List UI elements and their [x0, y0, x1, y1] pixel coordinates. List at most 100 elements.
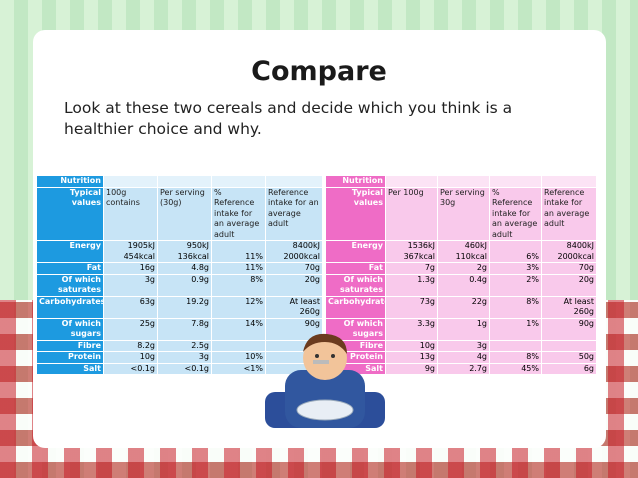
- caption: Nutrition: [325, 175, 386, 188]
- nutrient-label: Fat: [36, 262, 104, 275]
- value-cell: 4.8g: [157, 262, 212, 275]
- empty-cell: [489, 175, 542, 188]
- value-cell: 19.2g: [157, 295, 212, 319]
- value-cell: 6g: [541, 362, 597, 375]
- value-cell: 2g: [437, 262, 490, 275]
- value-cell: 20g: [265, 273, 323, 297]
- nutrient-label: Of which saturates: [36, 273, 104, 297]
- value-cell: 14%: [211, 317, 266, 341]
- value-cell: <0.1g: [103, 362, 158, 375]
- value-cell: 8.2g: [103, 339, 158, 352]
- value-cell: 460kJ 110kcal: [437, 240, 490, 263]
- nutrient-label: Energy: [36, 240, 104, 263]
- value-cell: 11%: [211, 240, 266, 263]
- value-cell: 2%: [489, 273, 542, 297]
- value-cell: 2.7g: [437, 362, 490, 375]
- value-cell: [541, 339, 597, 352]
- value-cell: 8%: [489, 351, 542, 364]
- value-cell: <1%: [211, 362, 266, 375]
- value-cell: 3g: [157, 351, 212, 364]
- value-cell: 70g: [541, 262, 597, 275]
- nutrient-row: Fat 7g 2g 3% 70g: [325, 262, 597, 275]
- eye: [331, 354, 335, 358]
- nutrient-row: Of which saturates 3g 0.9g 8% 20g: [36, 273, 323, 297]
- nutrition-table: Nutrition Typical values Per 100g Per servi…: [325, 175, 597, 375]
- value-cell: 1.3g: [385, 273, 438, 297]
- empty-cell: [437, 175, 490, 188]
- value-cell: 1536kJ 367kcal: [385, 240, 438, 263]
- header-cell: 100g contains: [103, 186, 158, 241]
- value-cell: 8%: [211, 273, 266, 297]
- value-cell: 13g: [385, 351, 438, 364]
- empty-cell: [211, 175, 266, 188]
- value-cell: 70g: [265, 262, 323, 275]
- value-cell: 8400kJ 2000kcal: [541, 240, 597, 263]
- header-cell: Typical values: [325, 186, 386, 241]
- value-cell: <0.1g: [157, 362, 212, 375]
- header-cell: % Reference intake for an average adult: [489, 186, 542, 241]
- value-cell: 12%: [211, 295, 266, 319]
- value-cell: 90g: [541, 317, 597, 341]
- nutrient-label: Of which sugars: [325, 317, 386, 341]
- value-cell: 6%: [489, 240, 542, 263]
- header-cell: Per 100g: [385, 186, 438, 241]
- value-cell: 20g: [541, 273, 597, 297]
- bowl: [296, 399, 354, 421]
- boy-illustration: [265, 333, 385, 428]
- nutrient-row: Of which saturates 1.3g 0.4g 2% 20g: [325, 273, 597, 297]
- value-cell: 2.5g: [157, 339, 212, 352]
- header-cell: Per serving (30g): [157, 186, 212, 241]
- empty-cell: [541, 175, 597, 188]
- value-cell: 45%: [489, 362, 542, 375]
- empty-cell: [103, 175, 158, 188]
- nutrient-label: Salt: [36, 362, 104, 375]
- header-cell: % Reference intake for an average adult: [211, 186, 266, 241]
- value-cell: 3.3g: [385, 317, 438, 341]
- nutrient-label: Protein: [36, 351, 104, 364]
- hair: [303, 333, 347, 354]
- value-cell: 22g: [437, 295, 490, 319]
- spoon: [313, 360, 329, 364]
- value-cell: 10g: [103, 351, 158, 364]
- nutrient-row: Fat 16g 4.8g 11% 70g: [36, 262, 323, 275]
- value-cell: 16g: [103, 262, 158, 275]
- nutrient-label: Carbohydrates: [36, 295, 104, 319]
- value-cell: 8%: [489, 295, 542, 319]
- nutrient-row: Carbohydrates 63g 19.2g 12% At least 260g: [36, 295, 323, 319]
- value-cell: 7g: [385, 262, 438, 275]
- caption-row: Nutrition: [36, 175, 323, 188]
- nutrient-row: Carbohydrates73g22g8%At least 260g: [325, 295, 597, 319]
- header-cell: Reference intake for an average adult: [541, 186, 597, 241]
- value-cell: 3g: [437, 339, 490, 352]
- value-cell: 50g: [541, 351, 597, 364]
- nutrient-row: Energy 1536kJ 367kcal 460kJ 110kcal 6% 8400…: [325, 240, 597, 263]
- value-cell: 1g: [437, 317, 490, 341]
- value-cell: 8400kJ 2000kcal: [265, 240, 323, 263]
- empty-cell: [385, 175, 438, 188]
- value-cell: 3%: [489, 262, 542, 275]
- nutrient-label: Of which sugars: [36, 317, 104, 341]
- value-cell: At least 260g: [541, 295, 597, 319]
- value-cell: [489, 339, 542, 352]
- nutrient-label: Of which saturates: [325, 273, 386, 297]
- value-cell: At least 260g: [265, 295, 323, 319]
- value-cell: 73g: [385, 295, 438, 319]
- nutrient-row: Of which sugars 25g 7.8g 14% 90g: [36, 317, 323, 341]
- nutrient-row: Energy 1905kJ 454kcal 950kJ 136kcal 11% 840…: [36, 240, 323, 263]
- value-cell: 950kJ 136kcal: [157, 240, 212, 263]
- empty-cell: [157, 175, 212, 188]
- value-cell: 0.9g: [157, 273, 212, 297]
- header-cell: Reference intake for an average adult: [265, 186, 323, 241]
- value-cell: 0.4g: [437, 273, 490, 297]
- value-cell: 90g: [265, 317, 323, 341]
- title: Compare: [251, 56, 387, 87]
- eye: [315, 354, 319, 358]
- nutrient-label: Fat: [325, 262, 386, 275]
- caption: Nutrition: [36, 175, 104, 188]
- nutrient-label: Carbohydrates: [325, 295, 386, 319]
- value-cell: 1905kJ 454kcal: [103, 240, 158, 263]
- header-cell: Typical values: [36, 186, 104, 241]
- value-cell: 63g: [103, 295, 158, 319]
- value-cell: 11%: [211, 262, 266, 275]
